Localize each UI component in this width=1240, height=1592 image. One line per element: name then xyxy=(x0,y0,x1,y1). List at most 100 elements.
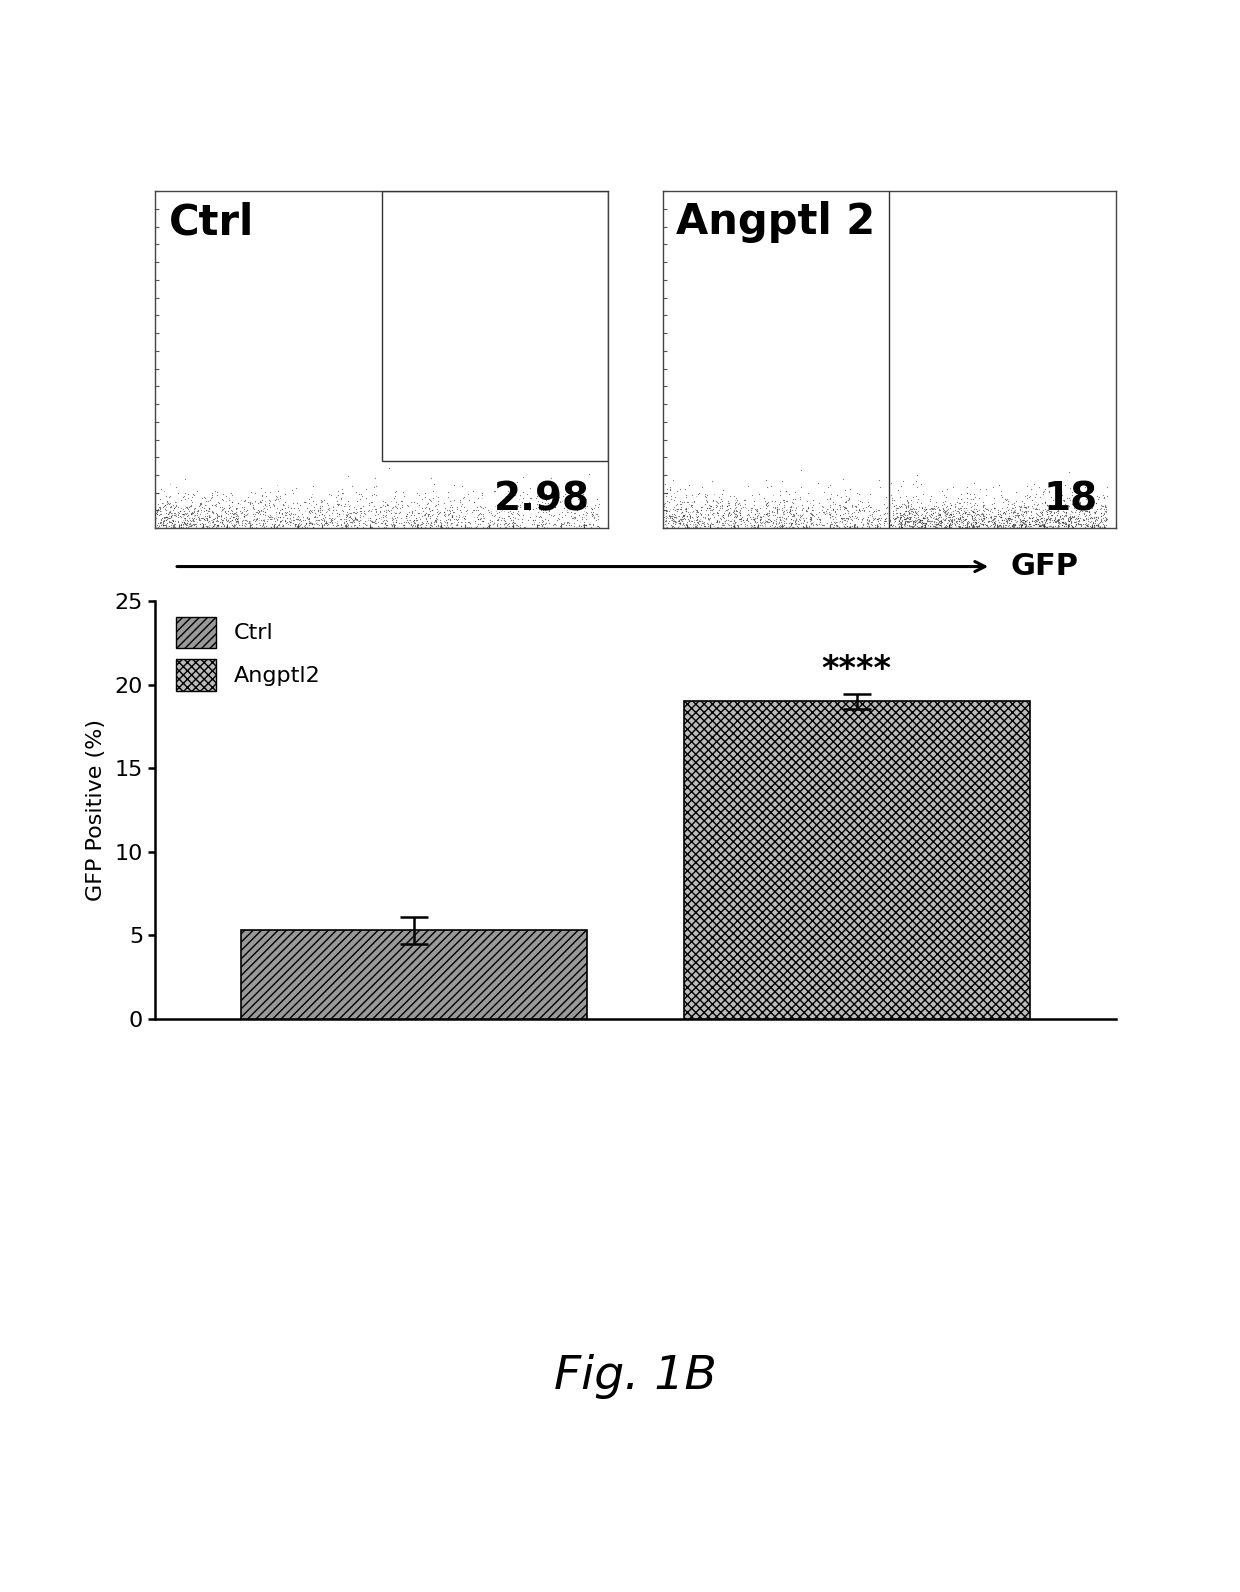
Point xyxy=(386,508,405,533)
Point xyxy=(965,514,985,540)
Point xyxy=(884,506,904,532)
Point xyxy=(160,509,180,535)
Point xyxy=(289,511,309,537)
Point xyxy=(1022,487,1042,513)
Point xyxy=(224,505,244,530)
Point xyxy=(928,508,947,533)
Point xyxy=(898,492,918,517)
Point xyxy=(1013,508,1033,533)
Point xyxy=(237,501,257,527)
Point xyxy=(673,506,693,532)
Point xyxy=(150,498,170,524)
Point xyxy=(425,482,445,508)
Point xyxy=(206,508,226,533)
Point xyxy=(1025,500,1045,525)
Point xyxy=(1011,509,1030,535)
Point xyxy=(842,513,862,538)
Point xyxy=(950,514,970,540)
Point xyxy=(329,492,348,517)
Point xyxy=(743,506,763,532)
Point xyxy=(1033,513,1053,538)
Point xyxy=(346,495,366,521)
Point xyxy=(737,505,756,530)
Point xyxy=(299,498,319,524)
Point xyxy=(446,513,466,538)
Point xyxy=(198,489,218,514)
Point xyxy=(564,514,584,540)
Point xyxy=(655,505,675,530)
Point xyxy=(916,511,936,537)
Point xyxy=(1013,508,1033,533)
Point xyxy=(270,509,290,535)
Point xyxy=(160,500,180,525)
Point xyxy=(849,497,869,522)
Point xyxy=(956,495,976,521)
Point xyxy=(427,513,446,538)
Point xyxy=(172,501,192,527)
Point xyxy=(761,489,781,514)
Point xyxy=(1029,513,1049,538)
Point xyxy=(939,511,959,537)
Point xyxy=(925,514,945,540)
Point xyxy=(658,506,678,532)
Point xyxy=(284,495,304,521)
Point xyxy=(208,508,228,533)
Point xyxy=(857,513,877,538)
Point xyxy=(378,516,398,541)
Point xyxy=(894,505,914,530)
Point xyxy=(1042,513,1061,538)
Point xyxy=(781,511,801,537)
Point xyxy=(939,505,959,530)
Point xyxy=(382,511,402,537)
Point xyxy=(760,498,780,524)
Point xyxy=(516,497,536,522)
Point xyxy=(988,473,1008,498)
Point xyxy=(939,513,959,538)
Point xyxy=(382,505,402,530)
Point xyxy=(991,514,1011,540)
Point xyxy=(913,505,932,530)
Point xyxy=(207,513,227,538)
Point xyxy=(295,508,315,533)
Point xyxy=(573,501,593,527)
Point xyxy=(983,506,1003,532)
Point xyxy=(1033,479,1053,505)
Point xyxy=(703,511,723,537)
Point xyxy=(386,482,405,508)
Point xyxy=(970,476,990,501)
Point xyxy=(273,514,293,540)
Point xyxy=(759,516,779,541)
Point xyxy=(792,495,812,521)
Point xyxy=(657,514,677,540)
Point xyxy=(1032,509,1052,535)
Point xyxy=(527,486,547,511)
Point xyxy=(665,514,684,540)
Point xyxy=(506,513,526,538)
Point xyxy=(852,497,872,522)
Point xyxy=(233,506,253,532)
Point xyxy=(965,500,985,525)
Point xyxy=(748,498,768,524)
Point xyxy=(940,506,960,532)
Point xyxy=(498,487,518,513)
Point xyxy=(1016,484,1035,509)
Point xyxy=(269,513,289,538)
Point xyxy=(301,492,321,517)
Point xyxy=(913,513,932,538)
Point xyxy=(1068,506,1087,532)
Point xyxy=(309,501,329,527)
Point xyxy=(532,492,552,517)
Point xyxy=(579,460,599,486)
Point xyxy=(729,506,749,532)
Point xyxy=(340,497,360,522)
Point xyxy=(1056,511,1076,537)
Point xyxy=(656,508,676,533)
Point xyxy=(211,495,231,521)
Point xyxy=(496,509,516,535)
Point xyxy=(1091,506,1111,532)
Point xyxy=(192,514,212,540)
Point xyxy=(378,497,398,522)
Point xyxy=(201,505,221,530)
Point xyxy=(496,494,516,519)
Point xyxy=(836,505,856,530)
